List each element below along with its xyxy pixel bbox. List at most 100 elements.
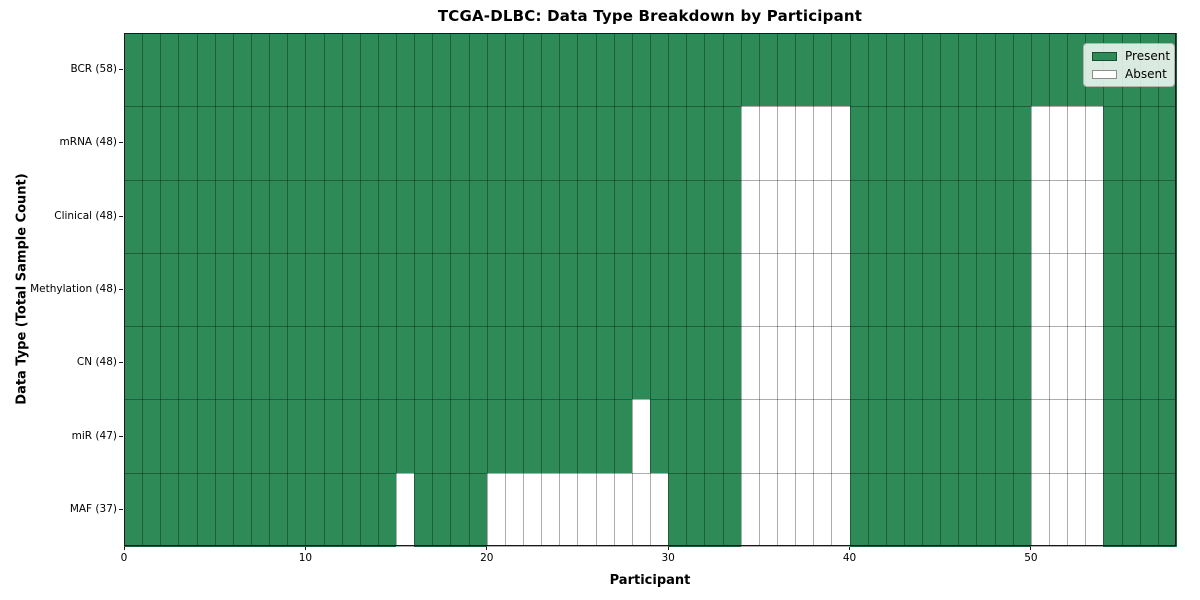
- cell: [432, 179, 452, 254]
- cell: [178, 399, 198, 474]
- cell: [468, 399, 488, 474]
- cell: [1030, 399, 1050, 474]
- cell: [323, 326, 343, 401]
- cell: [849, 179, 869, 254]
- cell: [377, 252, 397, 327]
- cell: [631, 399, 651, 474]
- grid-line-vertical: [758, 33, 760, 546]
- cell: [541, 179, 560, 254]
- cell: [1139, 472, 1159, 547]
- cell: [758, 33, 778, 107]
- cell: [1049, 33, 1068, 107]
- cell: [795, 106, 814, 181]
- grid-line-vertical: [287, 33, 289, 546]
- cell: [1085, 106, 1105, 181]
- cell: [795, 399, 814, 474]
- cell: [559, 399, 579, 474]
- cell: [1103, 472, 1123, 547]
- cell: [450, 106, 470, 181]
- cell: [940, 472, 959, 547]
- cell: [287, 252, 306, 327]
- y-tick-mark: [119, 435, 123, 437]
- grid-line-vertical: [377, 33, 379, 546]
- cell: [523, 472, 542, 547]
- cell: [940, 33, 959, 107]
- grid-line-vertical: [994, 33, 996, 546]
- present-swatch-icon: [1092, 51, 1117, 61]
- cell: [577, 472, 597, 547]
- cell: [831, 179, 851, 254]
- cell: [758, 399, 778, 474]
- cell: [1157, 252, 1177, 327]
- grid-line-vertical: [341, 33, 343, 546]
- y-tick-label: MAF (37): [69, 502, 117, 515]
- cell: [885, 472, 905, 547]
- grid-line-vertical: [1067, 33, 1069, 546]
- cell: [704, 33, 724, 107]
- cell: [559, 326, 579, 401]
- cell: [214, 252, 234, 327]
- cell: [776, 399, 796, 474]
- grid-line-vertical: [414, 33, 416, 546]
- cell: [1121, 472, 1141, 547]
- cell: [1085, 326, 1105, 401]
- y-tick-label: CN (48): [76, 356, 117, 369]
- cell: [341, 472, 361, 547]
- grid-line-vertical: [1176, 33, 1177, 546]
- cell: [686, 399, 705, 474]
- cell: [577, 33, 597, 107]
- cell: [1067, 326, 1086, 401]
- cell: [305, 399, 325, 474]
- grid-line-vertical: [124, 33, 125, 546]
- cell: [142, 472, 161, 547]
- cell: [523, 399, 542, 474]
- cell: [903, 106, 923, 181]
- grid-line-vertical: [178, 33, 180, 546]
- cell: [377, 399, 397, 474]
- cell: [994, 252, 1014, 327]
- cell: [631, 106, 651, 181]
- cell: [722, 326, 742, 401]
- cell: [541, 33, 560, 107]
- cell: [178, 179, 198, 254]
- grid-line-vertical: [504, 33, 506, 546]
- cell: [232, 179, 252, 254]
- grid-line-horizontal: [124, 33, 1176, 34]
- cell: [142, 106, 161, 181]
- cell: [758, 472, 778, 547]
- cell: [287, 106, 306, 181]
- cell: [450, 326, 470, 401]
- grid-line-vertical: [867, 33, 869, 546]
- grid-line-vertical: [396, 33, 398, 546]
- cell: [613, 33, 633, 107]
- cell: [867, 179, 887, 254]
- cell: [922, 399, 941, 474]
- cell: [124, 33, 143, 107]
- grid-line-vertical: [704, 33, 706, 546]
- cell: [922, 472, 941, 547]
- cell: [1139, 399, 1159, 474]
- cell: [1012, 399, 1032, 474]
- cell: [704, 106, 724, 181]
- cell: [1067, 472, 1086, 547]
- cell: [668, 399, 687, 474]
- grid-line-vertical: [432, 33, 434, 546]
- cell: [160, 472, 179, 547]
- cell: [341, 179, 361, 254]
- cell: [867, 106, 887, 181]
- cell: [577, 179, 597, 254]
- cell: [758, 252, 778, 327]
- cell: [813, 399, 832, 474]
- cell: [359, 399, 379, 474]
- cell: [214, 33, 234, 107]
- cell: [160, 33, 179, 107]
- cell: [577, 399, 597, 474]
- grid-line-vertical: [1121, 33, 1123, 546]
- y-tick-mark: [119, 362, 123, 364]
- cell: [613, 106, 633, 181]
- grid-line-vertical: [359, 33, 361, 546]
- cell: [958, 252, 978, 327]
- cell: [595, 472, 615, 547]
- cell: [849, 106, 869, 181]
- grid-line-vertical: [1139, 33, 1141, 546]
